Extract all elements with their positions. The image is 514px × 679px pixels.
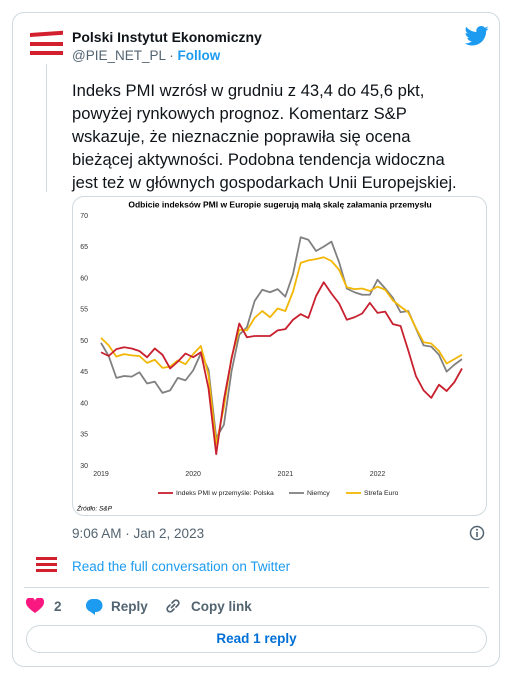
heart-icon[interactable] <box>26 598 44 614</box>
y-tick-label: 50 <box>80 338 88 345</box>
timestamp[interactable]: 9:06 AM · Jan 2, 2023 <box>72 526 205 541</box>
series-line <box>100 256 463 446</box>
reply-icon[interactable] <box>85 598 103 615</box>
x-tick-label: 2019 <box>93 471 109 478</box>
text-line: Indeks PMI wzrósł w grudniu z 43,4 do 45… <box>72 81 425 100</box>
separator: · <box>169 48 174 63</box>
y-tick-label: 35 <box>80 432 88 439</box>
y-tick-label: 60 <box>80 275 88 282</box>
follow-button[interactable]: Follow <box>177 48 221 63</box>
read-replies-button[interactable]: Read 1 reply <box>26 625 487 653</box>
legend-label: Strefa Euro <box>364 490 399 497</box>
y-tick-label: 55 <box>80 307 88 314</box>
copy-link-button[interactable]: Copy link <box>191 599 252 614</box>
text-line: powyżej rynkowych prognoz. Komentarz S&P <box>72 104 407 123</box>
divider <box>24 587 489 588</box>
info-icon[interactable] <box>469 525 485 541</box>
reply-button[interactable]: Reply <box>111 599 148 614</box>
thread-line <box>46 64 47 192</box>
legend-label: Indeks PMI w przemyśle: Polska <box>176 490 274 497</box>
x-tick-label: 2022 <box>370 471 386 478</box>
text-line: jest też w głównych gospodarkach Unii Eu… <box>72 173 457 192</box>
legend-label: Niemcy <box>307 490 330 497</box>
chart-title: Odbicie indeksów PMI w Europie sugerują … <box>128 199 431 209</box>
series-line <box>100 281 463 456</box>
y-tick-label: 40 <box>80 400 88 407</box>
chart: Odbicie indeksów PMI w Europie sugerują … <box>76 199 463 513</box>
y-tick-label: 65 <box>80 244 88 251</box>
like-count[interactable]: 2 <box>54 599 62 614</box>
handle-row: @PIE_NET_PL · Follow <box>72 48 220 63</box>
media-image[interactable]: Odbicie indeksów PMI w Europie sugerują … <box>72 196 487 516</box>
y-tick-label: 30 <box>80 463 88 470</box>
y-tick-label: 45 <box>80 369 88 376</box>
text-line: wskazuje, że nieznacznie poprawiła się o… <box>72 127 411 146</box>
conversation-link[interactable]: Read the full conversation on Twitter <box>72 559 291 574</box>
link-icon[interactable] <box>164 597 182 615</box>
series-line <box>100 236 463 439</box>
tweet-text: Indeks PMI wzrósł w grudniu z 43,4 do 45… <box>72 79 457 194</box>
conversation-logo <box>36 557 57 572</box>
y-tick-label: 70 <box>80 213 88 220</box>
handle[interactable]: @PIE_NET_PL <box>72 48 166 63</box>
x-tick-label: 2020 <box>185 471 201 478</box>
avatar-logo[interactable] <box>30 30 64 60</box>
x-tick-label: 2021 <box>278 471 294 478</box>
source-note: Źródło: S&P <box>76 504 113 513</box>
account-name[interactable]: Polski Instytut Ekonomiczny <box>72 29 262 45</box>
tweet-card <box>12 12 500 667</box>
text-line: bieżącej aktywności. Podobna tendencja w… <box>72 150 445 169</box>
twitter-logo[interactable] <box>465 26 489 46</box>
